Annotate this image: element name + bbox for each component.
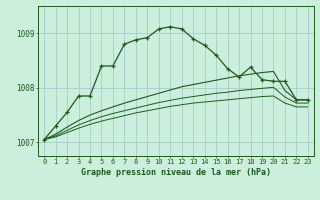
X-axis label: Graphe pression niveau de la mer (hPa): Graphe pression niveau de la mer (hPa) — [81, 168, 271, 177]
